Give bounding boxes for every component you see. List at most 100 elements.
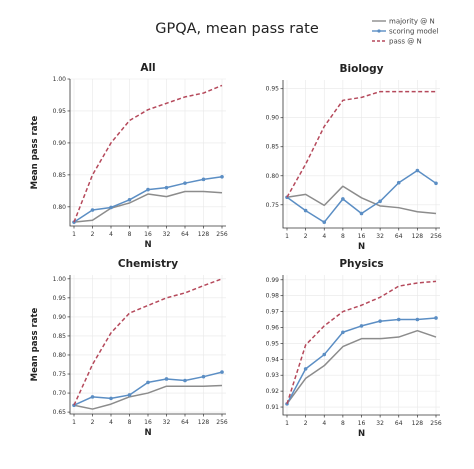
figure-title: GPQA, mean pass rate [155, 21, 319, 37]
x-tick-label: 64 [181, 419, 189, 426]
panels: 1 2 4 8 16 32 64 128 2560.800.850.900.951.00AllN… [30, 62, 442, 439]
data-point-scoring [341, 197, 345, 201]
data-point-scoring [359, 324, 364, 328]
y-tick-label: 0.75 [266, 202, 280, 209]
x-tick-label: 8 [128, 419, 132, 426]
x-axis-label: N [358, 242, 365, 252]
x-tick-label: 128 [198, 419, 210, 426]
y-tick-label: 0.96 [266, 325, 280, 332]
legend-marker-scoring [377, 29, 381, 33]
x-tick-label: 32 [163, 231, 171, 238]
x-tick-label: 4 [322, 420, 326, 427]
y-tick-label: 0.65 [53, 409, 67, 416]
y-tick-label: 0.85 [53, 333, 67, 340]
data-point-scoring [220, 174, 224, 179]
legend-label-scoring: scoring model [389, 28, 439, 36]
y-tick-label: 0.90 [53, 314, 67, 321]
y-axis-label: Mean pass rate [30, 307, 40, 381]
x-tick-label: 256 [430, 233, 442, 240]
x-tick-label: 8 [128, 231, 132, 238]
data-point-scoring [396, 180, 401, 185]
x-tick-label: 2 [304, 420, 308, 427]
legend-entry-scoring: scoring model [372, 28, 439, 36]
data-point-scoring [183, 378, 187, 383]
x-tick-label: 256 [216, 419, 228, 426]
panel-title: Chemistry [118, 258, 178, 270]
y-tick-label: 0.99 [266, 277, 280, 284]
x-tick-label: 128 [412, 233, 424, 240]
y-tick-label: 0.91 [266, 404, 280, 411]
x-tick-label: 32 [376, 420, 384, 427]
x-axis-label: N [144, 428, 151, 438]
y-tick-label: 0.94 [266, 356, 280, 363]
data-point-scoring [378, 319, 382, 323]
x-tick-label: 16 [358, 420, 366, 427]
y-tick-label: 0.75 [53, 371, 67, 378]
data-point-scoring [146, 380, 150, 385]
panel-1: 1 2 4 8 16 32 64 128 256 0.75 0.80 0.85 0.90 0.95 Biol… [266, 63, 442, 252]
data-point-scoring [201, 374, 206, 379]
x-tick-label: 4 [109, 231, 113, 238]
panel-title: Physics [339, 258, 383, 270]
data-point-scoring [201, 177, 206, 182]
y-tick-label: 0.85 [53, 172, 67, 179]
data-point-scoring [415, 317, 420, 322]
data-point-scoring [322, 352, 327, 357]
data-point-scoring [303, 208, 308, 213]
x-tick-label: 2 [91, 419, 95, 426]
data-point-scoring [164, 377, 169, 381]
series-line-majority [286, 329, 437, 405]
x-axis-label: N [358, 429, 365, 439]
series-line-majority [73, 190, 223, 223]
y-tick-label: 1.00 [53, 76, 67, 83]
x-tick-label: 32 [376, 233, 384, 240]
x-tick-label: 16 [144, 231, 152, 238]
legend: majority @ N scoring model pass @ N [372, 18, 439, 46]
y-tick-label: 0.98 [266, 293, 280, 300]
y-tick-label: 0.92 [266, 388, 280, 395]
data-point-scoring [127, 197, 132, 202]
y-tick-label: 0.70 [53, 390, 67, 397]
panel-title: Biology [340, 63, 384, 75]
series-line-pass [286, 280, 437, 405]
x-tick-label: 128 [198, 231, 210, 238]
x-tick-label: 1 [72, 419, 76, 426]
y-tick-label: 0.95 [53, 108, 67, 115]
data-point-scoring [434, 181, 438, 186]
y-tick-label: 0.95 [53, 295, 67, 302]
y-tick-label: 0.95 [266, 340, 280, 347]
data-point-scoring [109, 396, 113, 401]
x-tick-label: 8 [341, 420, 345, 427]
data-point-scoring [396, 317, 401, 322]
series-line-majority [286, 185, 437, 215]
x-tick-label: 4 [322, 233, 326, 240]
y-tick-label: 0.90 [53, 140, 67, 147]
y-axis-label: Mean pass rate [30, 115, 40, 189]
y-tick-label: 0.85 [266, 144, 280, 151]
x-tick-label: 64 [395, 233, 403, 240]
y-tick-label: 1.00 [53, 276, 67, 283]
axis-spine [69, 275, 226, 415]
data-point-scoring [303, 367, 308, 371]
data-point-scoring [90, 208, 95, 212]
legend-entry-pass: pass @ N [372, 38, 422, 46]
x-tick-label: 1 [285, 233, 289, 240]
panel-2: 1 2 4 8 16 32 64 128 256 0.65 0.70 0.75 0.80 0.85 0.90… [30, 258, 228, 438]
data-point-scoring [341, 330, 345, 335]
data-point-scoring [146, 187, 150, 192]
series-line-pass [73, 84, 223, 223]
x-tick-label: 64 [181, 231, 189, 238]
y-tick-label: 0.90 [266, 115, 280, 122]
y-tick-label: 0.80 [266, 173, 280, 180]
x-tick-label: 128 [412, 420, 424, 427]
panel-title: All [140, 62, 155, 74]
x-tick-label: 8 [341, 233, 345, 240]
x-tick-label: 1 [285, 420, 289, 427]
legend-entry-majority: majority @ N [372, 18, 435, 26]
x-tick-label: 64 [395, 420, 403, 427]
data-point-scoring [359, 211, 364, 216]
axis-spine [282, 275, 440, 416]
x-tick-label: 256 [430, 420, 442, 427]
series-line-pass [286, 90, 436, 198]
